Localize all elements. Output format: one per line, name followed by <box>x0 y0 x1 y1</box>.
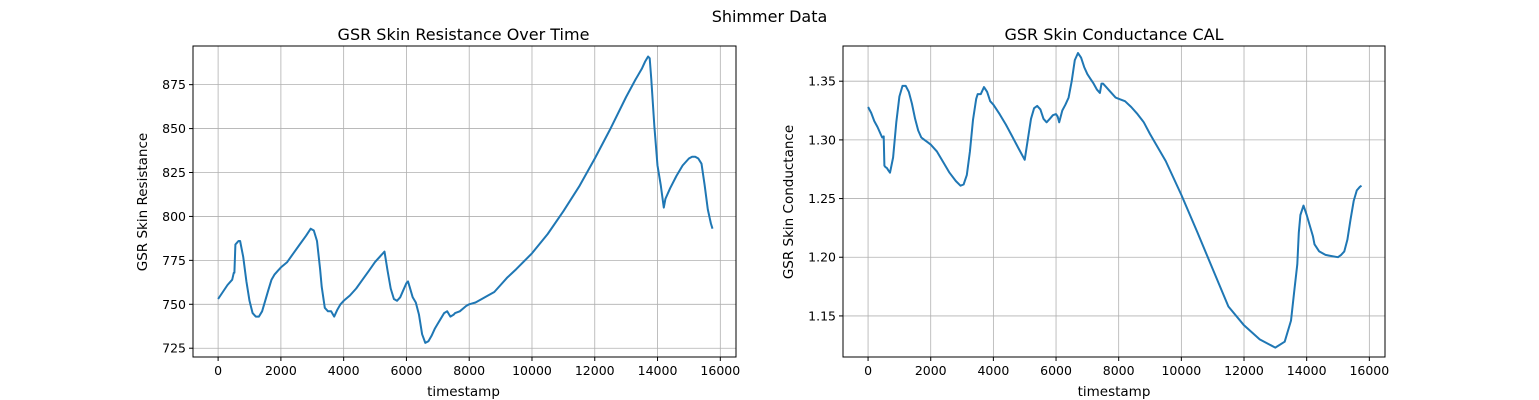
resistance-x-tick-label: 8000 <box>453 363 485 378</box>
resistance-y-tick-label: 800 <box>162 209 186 224</box>
conductance-y-tick-label: 1.30 <box>808 132 836 147</box>
conductance-x-tick-label: 2000 <box>915 363 947 378</box>
resistance-plot-frame <box>192 45 737 358</box>
conductance-gridlines <box>843 46 1385 357</box>
conductance-x-tick-label: 8000 <box>1103 363 1135 378</box>
conductance-chart-title: GSR Skin Conductance CAL <box>1004 25 1223 44</box>
conductance-x-tick-label: 4000 <box>977 363 1009 378</box>
conductance-plot-frame <box>842 45 1386 358</box>
resistance-x-tick-label: 6000 <box>391 363 423 378</box>
resistance-chart-ylabel: GSR Skin Resistance <box>135 133 151 271</box>
conductance-x-tick-label: 16000 <box>1349 363 1389 378</box>
conductance-y-tick-label: 1.15 <box>808 308 836 323</box>
resistance-series-line <box>217 55 714 344</box>
resistance-x-tick-label: 10000 <box>512 363 552 378</box>
resistance-y-tick-label: 850 <box>162 121 186 136</box>
conductance-x-tick-label: 6000 <box>1040 363 1072 378</box>
resistance-x-tick-label: 16000 <box>700 363 740 378</box>
conductance-series-line <box>867 52 1363 349</box>
conductance-x-tick-label: 12000 <box>1224 363 1264 378</box>
resistance-chart-title: GSR Skin Resistance Over Time <box>338 25 590 44</box>
conductance-y-tick-label: 1.35 <box>808 74 836 89</box>
conductance-x-tick-label: 14000 <box>1287 363 1327 378</box>
resistance-y-tick-label: 825 <box>162 165 186 180</box>
resistance-y-tick-label: 750 <box>162 297 186 312</box>
resistance-y-tick-label: 875 <box>162 77 186 92</box>
resistance-chart: GSR Skin Resistance Over Time timestamp … <box>135 25 740 400</box>
conductance-y-tick-label: 1.25 <box>808 191 836 206</box>
resistance-x-tick-label: 4000 <box>328 363 360 378</box>
resistance-x-tick-label: 2000 <box>265 363 297 378</box>
resistance-gridlines <box>193 46 736 357</box>
conductance-chart-xlabel: timestamp <box>1078 384 1151 400</box>
conductance-y-tick-label: 1.20 <box>808 250 836 265</box>
resistance-x-tick-label: 14000 <box>638 363 678 378</box>
conductance-chart-ylabel: GSR Skin Conductance <box>781 125 797 279</box>
figure-suptitle: Shimmer Data <box>712 7 828 26</box>
resistance-x-tick-label: 12000 <box>575 363 615 378</box>
resistance-x-tick-label: 0 <box>214 363 222 378</box>
resistance-chart-xlabel: timestamp <box>427 384 500 400</box>
conductance-x-tick-label: 0 <box>864 363 872 378</box>
resistance-y-tick-label: 725 <box>162 341 186 356</box>
conductance-chart: GSR Skin Conductance CAL timestamp GSR S… <box>781 25 1389 400</box>
conductance-x-tick-label: 10000 <box>1161 363 1201 378</box>
resistance-y-tick-label: 775 <box>162 253 186 268</box>
